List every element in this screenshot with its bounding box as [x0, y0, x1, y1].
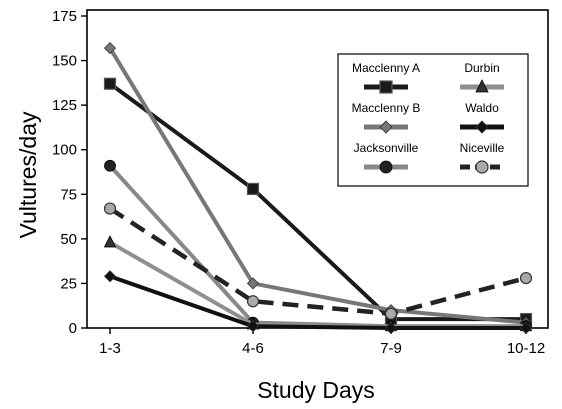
point-marker	[379, 160, 393, 174]
point-marker	[103, 42, 117, 55]
point-marker	[475, 120, 489, 134]
y-tick-label: 100	[52, 142, 77, 159]
series-line	[108, 206, 527, 316]
legend-label: Jacksonville	[354, 141, 419, 155]
legend-item-macclenny-a: Macclenny A	[352, 61, 420, 94]
y-tick-label: 50	[60, 231, 77, 248]
series-line	[108, 82, 526, 322]
point-marker	[103, 270, 117, 283]
point-marker	[384, 307, 398, 320]
series-line	[108, 164, 526, 329]
legend-item-durbin: Durbin	[460, 61, 504, 93]
point-marker	[519, 321, 533, 335]
legend-item-macclenny-b: Macclenny B	[352, 101, 421, 134]
point-marker	[384, 321, 398, 335]
point-marker	[475, 160, 489, 174]
point-marker	[103, 77, 117, 90]
legend-label: Waldo	[465, 101, 499, 115]
series-waldo	[103, 270, 533, 335]
y-tick-label: 125	[52, 97, 77, 114]
y-tick-label: 175	[52, 8, 77, 25]
point-marker	[475, 79, 489, 93]
point-marker	[246, 182, 260, 196]
x-tick-label: 7-9	[380, 340, 402, 357]
point-marker	[103, 202, 117, 215]
series-line	[109, 240, 526, 329]
point-marker	[379, 80, 393, 94]
x-tick-label: 10-12	[507, 340, 545, 357]
series-line	[108, 47, 527, 325]
legend-item-niceville: Niceville	[460, 141, 505, 174]
point-marker	[379, 120, 393, 134]
legend-label: Macclenny A	[352, 61, 420, 75]
y-tick-label: 150	[52, 53, 77, 70]
legend-label: Macclenny B	[352, 101, 421, 115]
point-marker	[246, 320, 260, 333]
series-line	[109, 274, 526, 330]
point-marker	[246, 295, 260, 308]
x-tick-label: 4-6	[242, 340, 264, 357]
y-tick-label: 75	[60, 186, 77, 203]
y-tick-label: 0	[69, 320, 77, 337]
series-niceville	[103, 202, 533, 320]
legend: Macclenny A Durbin Macclenny B Waldo Jackson…	[337, 53, 529, 187]
point-marker	[246, 277, 260, 290]
legend-item-waldo: Waldo	[460, 101, 504, 134]
series-layer	[103, 42, 533, 335]
x-tick-label: 1-3	[99, 340, 121, 357]
point-marker	[103, 235, 117, 248]
series-macclenny-b	[103, 42, 533, 329]
point-marker	[519, 271, 533, 285]
x-axis-title: Study Days	[257, 377, 375, 403]
legend-label: Niceville	[460, 141, 505, 155]
point-marker	[104, 159, 116, 172]
legend-label: Durbin	[464, 61, 499, 75]
y-tick-label: 25	[60, 275, 77, 292]
y-axis-title: Vultures/day	[15, 111, 41, 238]
legend-box	[337, 53, 529, 187]
legend-item-jacksonville: Jacksonville	[354, 141, 419, 174]
